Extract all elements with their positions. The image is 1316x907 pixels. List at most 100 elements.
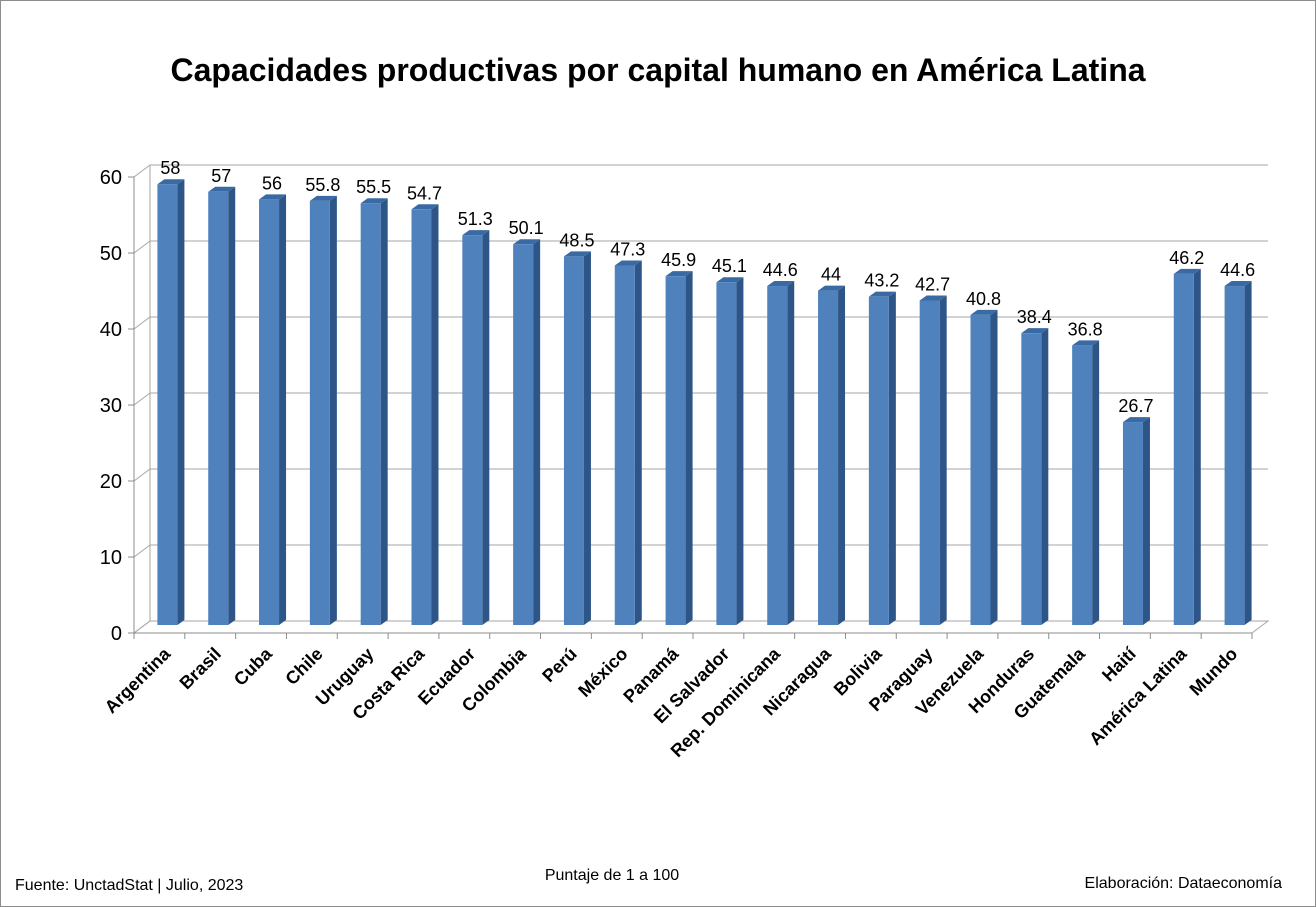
y-axis: 0 10 20 30 40 50 60	[100, 167, 135, 645]
data-label: 45.9	[661, 250, 696, 270]
data-label: 54.7	[407, 183, 442, 203]
data-label: 46.2	[1169, 248, 1204, 268]
bar-top	[1224, 281, 1252, 287]
data-label: 42.7	[915, 274, 950, 294]
bar-side	[1142, 417, 1150, 625]
bar-side	[329, 195, 337, 626]
bar	[1122, 422, 1143, 625]
bar-top	[818, 285, 846, 291]
bar-top	[462, 230, 490, 236]
bar-top	[563, 251, 591, 257]
y-tick-label: 40	[100, 319, 122, 341]
bar	[818, 290, 839, 625]
bar-side	[583, 251, 591, 625]
bar	[614, 265, 635, 625]
data-label: 56	[262, 173, 282, 193]
bar	[513, 244, 534, 626]
data-label: 40.8	[966, 289, 1001, 309]
bar-side	[787, 281, 795, 625]
data-label: 43.2	[864, 271, 899, 291]
data-label: 44.6	[1220, 260, 1255, 280]
bar	[1224, 286, 1245, 625]
bar-top	[1072, 340, 1100, 346]
y-tick-label: 0	[111, 623, 122, 645]
bar-top	[1122, 417, 1150, 423]
category-label: Perú	[538, 644, 580, 686]
bars	[157, 179, 1252, 626]
bar	[411, 209, 432, 625]
gridline-side	[133, 392, 151, 406]
bar-side	[228, 186, 236, 626]
data-label: 44.6	[763, 260, 798, 280]
data-label: 36.8	[1068, 319, 1103, 339]
bar-side	[888, 291, 896, 625]
bar-side	[1244, 281, 1252, 625]
data-label: 58	[160, 158, 180, 178]
data-label: 26.7	[1118, 396, 1153, 416]
bar-top	[614, 260, 642, 266]
bar	[208, 191, 229, 626]
y-tick-label: 10	[100, 547, 122, 569]
bar-top	[1173, 268, 1201, 274]
bar-top	[259, 194, 287, 200]
bar	[360, 203, 381, 625]
bar-top	[411, 204, 439, 210]
bar	[716, 282, 737, 625]
bar-top	[919, 295, 947, 301]
credit-note: Elaboración: Dataeconomía	[1084, 875, 1282, 892]
bar-top	[970, 309, 998, 315]
bar	[767, 286, 788, 625]
gridline-side	[133, 164, 151, 178]
bar	[309, 200, 330, 626]
category-label: Cuba	[230, 643, 277, 690]
y-tick-label: 30	[100, 395, 122, 417]
data-label: 48.5	[559, 230, 594, 250]
data-label: 50.1	[509, 218, 544, 238]
data-label: 45.1	[712, 256, 747, 276]
data-label: 55.5	[356, 177, 391, 197]
data-label: 38.4	[1017, 307, 1052, 327]
y-tick-label: 50	[100, 243, 122, 265]
bar-top	[716, 277, 744, 283]
bar	[462, 235, 483, 625]
bar-side	[1041, 328, 1049, 625]
bar-side	[1193, 268, 1201, 625]
category-label: Chile	[281, 644, 326, 689]
bar-side	[1092, 340, 1100, 625]
bar-side	[431, 204, 439, 625]
bar-top	[513, 239, 541, 245]
gridline-side	[133, 240, 151, 254]
bar	[259, 199, 280, 625]
bar-top	[868, 291, 896, 297]
gridline-side	[133, 544, 151, 558]
bar	[1072, 345, 1093, 625]
data-label: 44	[821, 265, 841, 285]
category-label: Brasil	[176, 644, 226, 694]
bar-side	[685, 271, 693, 625]
chart-floor	[132, 620, 1270, 634]
bar-side	[380, 198, 388, 625]
bar-top	[665, 271, 693, 277]
category-label: Haití	[1098, 643, 1140, 685]
chart-title: Capacidades productivas por capital huma…	[170, 52, 1146, 88]
bar-side	[177, 179, 185, 625]
bar-top	[157, 179, 185, 185]
bar-top	[309, 195, 337, 201]
bar-top	[360, 198, 388, 204]
bar-side	[279, 194, 287, 625]
source-note: Fuente: UnctadStat | Julio, 2023	[15, 877, 244, 894]
gridline-side	[133, 316, 151, 330]
bar-side	[838, 285, 846, 625]
bar	[970, 314, 991, 625]
category-label: Mundo	[1186, 644, 1242, 700]
data-label: 55.8	[305, 175, 340, 195]
bar	[665, 276, 686, 625]
bar-side	[533, 239, 541, 626]
data-label: 47.3	[610, 240, 645, 260]
bar-side	[939, 295, 947, 625]
bar	[157, 184, 178, 625]
bar-side	[482, 230, 490, 625]
bar-top	[1021, 328, 1049, 334]
chart-subtitle: Puntaje de 1 a 100	[544, 867, 680, 884]
